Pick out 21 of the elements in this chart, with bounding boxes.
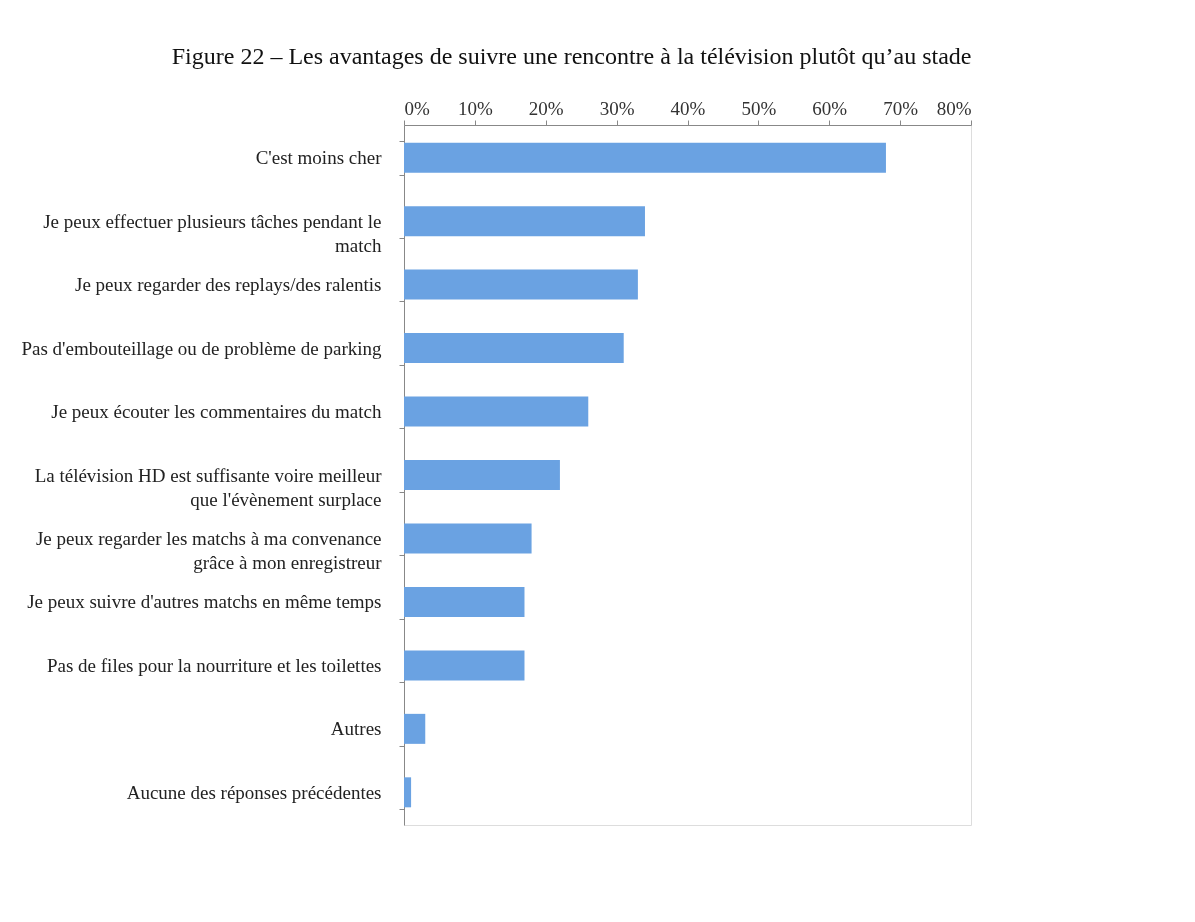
- x-tick-label: 50%: [741, 97, 777, 119]
- x-tick-label: 20%: [528, 97, 564, 119]
- x-tick-label: 60%: [812, 97, 848, 119]
- x-tick-label: 80%: [936, 97, 972, 119]
- y-tick-label: Pas d'embouteillage ou de problème de parking: [21, 337, 382, 359]
- y-tick-label: La télévision HD est suffisante voire meilleur que l'évènement surplace: [34, 464, 383, 510]
- y-tick-label: Pas de files pour la nourriture et les toilettes: [46, 654, 382, 676]
- y-tick-label: Aucune des réponses précédentes: [126, 781, 382, 803]
- y-tick-label: Je peux regarder des replays/des ralentis: [74, 274, 382, 296]
- x-tick-label: 30%: [599, 97, 635, 119]
- y-tick-label: Je peux regarder les matchs à ma convenance grâce à mon enregistreur: [35, 527, 383, 573]
- x-tick-label: 0%: [404, 97, 430, 119]
- y-tick-label: C'est moins cher: [255, 147, 383, 169]
- y-tick-label: Je peux écouter les commentaires du match: [51, 401, 382, 423]
- chart-title: Figure 22 – Les avantages de suivre une rencontre à la télévision plutôt qu’au stade: [171, 43, 972, 69]
- x-tick-label: 10%: [457, 97, 493, 119]
- y-tick-label: Je peux suivre d'autres matchs en même temps: [27, 591, 382, 613]
- y-tick-label: Je peux effectuer plusieurs tâches pendant le match: [43, 210, 382, 256]
- x-tick-label: 70%: [883, 97, 919, 119]
- x-tick-label: 40%: [670, 97, 706, 119]
- y-tick-label: Autres: [330, 718, 382, 740]
